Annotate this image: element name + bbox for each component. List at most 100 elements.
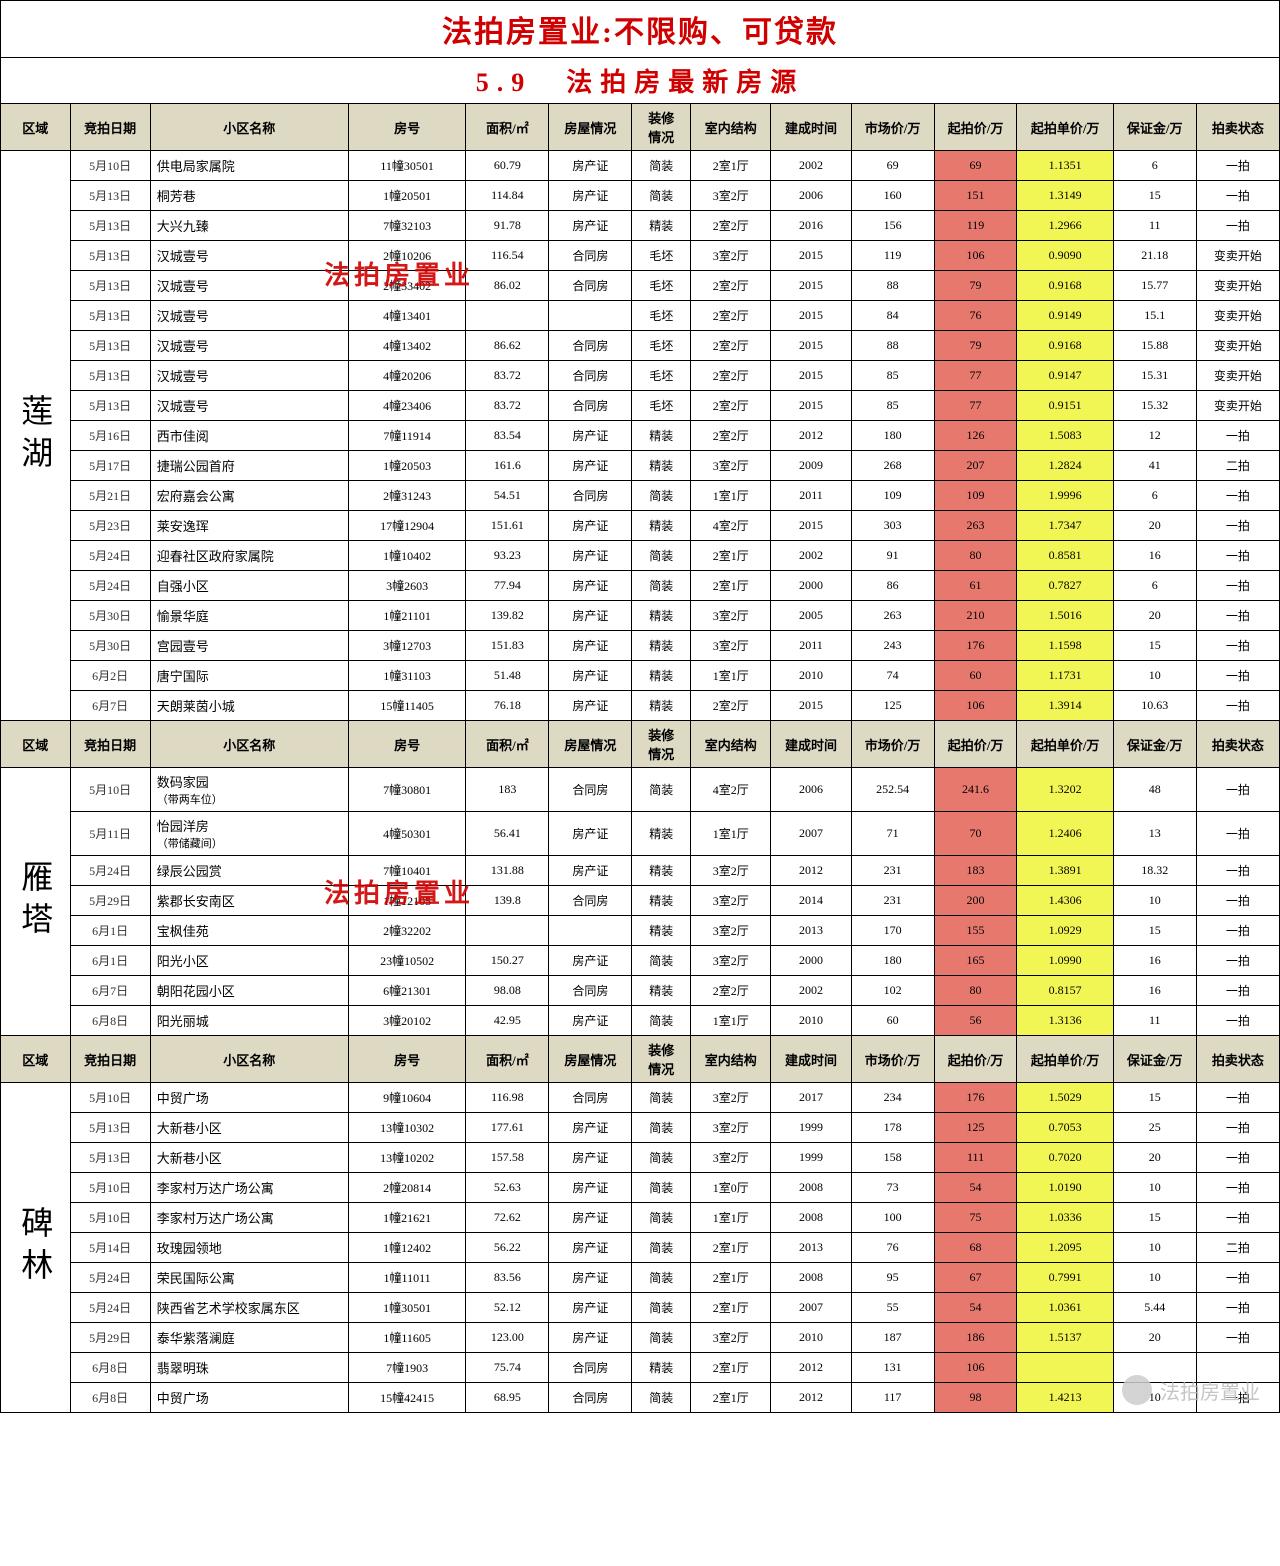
table-row: 5月14日玫瑰园领地1幢1240256.22房产证简装2室1厅201376681… — [1, 1233, 1280, 1263]
cell-struc: 2室2厅 — [691, 301, 771, 331]
cell-deco: 精装 — [632, 421, 691, 451]
cell-start-price: 76 — [934, 301, 1017, 331]
cell-date: 6月7日 — [70, 691, 150, 721]
cell-market: 95 — [851, 1263, 934, 1293]
cell-bond: 5.44 — [1113, 1293, 1196, 1323]
cell-name: 桐芳巷 — [150, 181, 348, 211]
cell-unit-price: 1.1731 — [1017, 661, 1113, 691]
cell-struc: 3室2厅 — [691, 181, 771, 211]
cell-name: 怡园洋房（带储藏间） — [150, 812, 348, 856]
cell-name: 宫园壹号 — [150, 631, 348, 661]
cell-unit-price: 0.8157 — [1017, 976, 1113, 1006]
cell-struc: 3室2厅 — [691, 241, 771, 271]
cell-area: 83.54 — [466, 421, 549, 451]
cell-market: 74 — [851, 661, 934, 691]
cell-status: 一拍 — [1196, 1293, 1279, 1323]
cell-deco: 精装 — [632, 886, 691, 916]
cell-room: 2幢32202 — [348, 916, 466, 946]
cell-deco: 毛坯 — [632, 361, 691, 391]
cell-market: 60 — [851, 1006, 934, 1036]
cell-date: 5月13日 — [70, 211, 150, 241]
cell-start-price: 241.6 — [934, 768, 1017, 812]
table-row: 5月24日自强小区3幢260377.94房产证简装2室1厅200086610.7… — [1, 571, 1280, 601]
cell-area: 131.88 — [466, 856, 549, 886]
col-header: 装修情况 — [632, 104, 691, 151]
cell-market: 88 — [851, 331, 934, 361]
cell-status: 一拍 — [1196, 886, 1279, 916]
col-header: 市场价/万 — [851, 104, 934, 151]
cell-prop: 房产证 — [549, 601, 632, 631]
col-header: 室内结构 — [691, 721, 771, 768]
cell-prop: 房产证 — [549, 1006, 632, 1036]
cell-area: 52.63 — [466, 1173, 549, 1203]
cell-name: 荣民国际公寓 — [150, 1263, 348, 1293]
cell-start-price: 54 — [934, 1293, 1017, 1323]
table-row: 5月11日怡园洋房（带储藏间）4幢5030156.41房产证精装1室1厅2007… — [1, 812, 1280, 856]
cell-unit-price: 0.9151 — [1017, 391, 1113, 421]
cell-market: 76 — [851, 1233, 934, 1263]
cell-year: 2002 — [771, 541, 851, 571]
cell-bond: 11 — [1113, 1006, 1196, 1036]
cell-unit-price: 1.0336 — [1017, 1203, 1113, 1233]
cell-start-price: 79 — [934, 331, 1017, 361]
cell-start-price: 151 — [934, 181, 1017, 211]
cell-status: 一拍 — [1196, 181, 1279, 211]
cell-bond: 6 — [1113, 151, 1196, 181]
cell-struc: 1室0厅 — [691, 1173, 771, 1203]
cell-deco: 毛坯 — [632, 391, 691, 421]
col-header: 起拍单价/万 — [1017, 721, 1113, 768]
cell-status: 一拍 — [1196, 1203, 1279, 1233]
col-header: 室内结构 — [691, 1036, 771, 1083]
table-row: 6月7日天朗莱茵小城15幢1140576.18房产证精装2室2厅20151251… — [1, 691, 1280, 721]
cell-unit-price: 0.7827 — [1017, 571, 1113, 601]
cell-unit-price: 1.7347 — [1017, 511, 1113, 541]
cell-date: 5月23日 — [70, 511, 150, 541]
cell-status: 一拍 — [1196, 856, 1279, 886]
cell-area: 42.95 — [466, 1006, 549, 1036]
cell-status: 一拍 — [1196, 151, 1279, 181]
cell-unit-price: 0.9149 — [1017, 301, 1113, 331]
cell-struc: 3室2厅 — [691, 916, 771, 946]
cell-start-price: 210 — [934, 601, 1017, 631]
cell-area: 54.51 — [466, 481, 549, 511]
cell-status: 一拍 — [1196, 1323, 1279, 1353]
cell-status: 一拍 — [1196, 946, 1279, 976]
col-header: 建成时间 — [771, 104, 851, 151]
cell-prop: 房产证 — [549, 1233, 632, 1263]
cell-market: 88 — [851, 271, 934, 301]
col-header: 起拍单价/万 — [1017, 1036, 1113, 1083]
cell-year: 2015 — [771, 271, 851, 301]
cell-start-price: 80 — [934, 541, 1017, 571]
cell-market: 85 — [851, 391, 934, 421]
cell-room: 4幢13401 — [348, 301, 466, 331]
cell-status: 一拍 — [1196, 1083, 1279, 1113]
cell-market: 243 — [851, 631, 934, 661]
cell-room: 2幢10206 — [348, 241, 466, 271]
cell-struc: 3室2厅 — [691, 631, 771, 661]
cell-unit-price: 0.9168 — [1017, 271, 1113, 301]
table-row: 5月24日荣民国际公寓1幢1101183.56房产证简装2室1厅20089567… — [1, 1263, 1280, 1293]
cell-market: 252.54 — [851, 768, 934, 812]
cell-market: 91 — [851, 541, 934, 571]
cell-date: 5月13日 — [70, 241, 150, 271]
cell-unit-price: 1.2824 — [1017, 451, 1113, 481]
col-header: 小区名称 — [150, 104, 348, 151]
col-header: 保证金/万 — [1113, 1036, 1196, 1083]
cell-unit-price: 1.0990 — [1017, 946, 1113, 976]
cell-date: 5月24日 — [70, 541, 150, 571]
cell-bond: 6 — [1113, 571, 1196, 601]
wechat-icon — [1122, 1375, 1152, 1405]
cell-start-price: 70 — [934, 812, 1017, 856]
cell-bond: 18.32 — [1113, 856, 1196, 886]
cell-unit-price: 0.9168 — [1017, 331, 1113, 361]
cell-deco: 精装 — [632, 601, 691, 631]
cell-date: 5月16日 — [70, 421, 150, 451]
cell-unit-price: 1.2406 — [1017, 812, 1113, 856]
cell-name: 泰华紫落澜庭 — [150, 1323, 348, 1353]
cell-status: 一拍 — [1196, 1263, 1279, 1293]
cell-name: 汉城壹号 — [150, 391, 348, 421]
col-header: 房屋情况 — [549, 1036, 632, 1083]
cell-status: 一拍 — [1196, 571, 1279, 601]
cell-unit-price: 1.3202 — [1017, 768, 1113, 812]
cell-room: 1幢10402 — [348, 541, 466, 571]
